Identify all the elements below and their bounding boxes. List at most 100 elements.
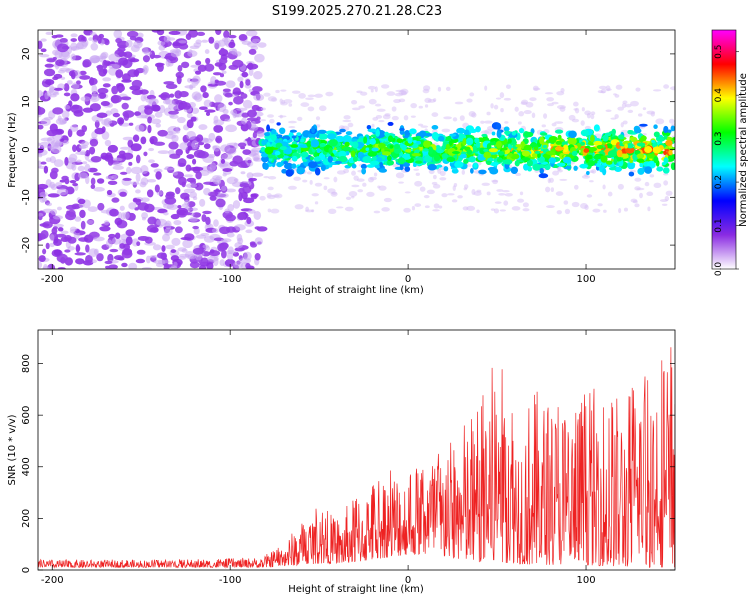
- spectrogram-cell: [279, 98, 283, 104]
- spectrogram-cell: [195, 171, 202, 180]
- spectrogram-cell: [495, 122, 502, 130]
- spectrogram-cell: [486, 191, 491, 196]
- spectrogram-cell: [662, 167, 670, 174]
- spectrogram-cell: [300, 151, 309, 158]
- spectrogram-cell: [632, 200, 638, 204]
- spectrogram-cell: [463, 158, 469, 164]
- spectrogram-cell: [270, 134, 277, 142]
- spectrogram-cell: [96, 178, 105, 184]
- spectrogram-cell: [167, 125, 179, 135]
- spectrogram-cell: [76, 159, 82, 163]
- spectrogram-cell: [490, 138, 500, 142]
- spectrogram-cell: [630, 100, 639, 107]
- spectrogram-cell: [163, 262, 170, 269]
- spectrogram-cell: [351, 170, 356, 176]
- spectrogram-cell: [151, 30, 161, 33]
- spectrogram-cell: [196, 151, 209, 159]
- spectrogram-cell: [56, 253, 68, 263]
- spectrogram-cell: [411, 205, 416, 211]
- spectrogram-cell: [386, 155, 392, 161]
- spectrogram-cell: [128, 262, 138, 269]
- spectrogram-cell: [56, 188, 69, 196]
- spectrogram-cell: [80, 220, 86, 230]
- spectrogram-cell: [439, 170, 446, 177]
- spectrogram-cell: [204, 49, 210, 55]
- spectrogram-cell: [90, 184, 96, 190]
- spectrogram-cell: [82, 60, 90, 68]
- spectrogram-cell: [93, 248, 99, 256]
- spectrogram-cell: [76, 40, 88, 50]
- spectrogram-cell: [278, 127, 286, 135]
- spectrogram-cell: [40, 230, 49, 239]
- spectrogram-cell: [61, 118, 68, 124]
- spectrogram-cell: [614, 114, 619, 119]
- spectrogram-cell: [407, 136, 413, 144]
- spectrogram-cell: [165, 244, 175, 250]
- spectrogram-cell: [378, 119, 385, 123]
- spectrogram-cell: [556, 210, 562, 215]
- spectrogram-cell: [186, 130, 197, 140]
- spectrogram-cell: [63, 83, 70, 92]
- spectrogram-cell: [621, 103, 627, 109]
- spectrogram-cell: [40, 137, 53, 142]
- spectrogram-cell: [172, 171, 179, 176]
- spectrogram-cell: [417, 123, 424, 127]
- colorbar-label: Normalized spectral amplitude: [738, 73, 749, 227]
- spectrogram-cell: [465, 137, 474, 146]
- spectrogram-cell: [306, 140, 312, 148]
- spectrogram-cell: [545, 186, 551, 193]
- spectrogram-cell: [403, 207, 411, 213]
- spectrogram-cell: [148, 159, 155, 164]
- spectrogram-cell: [496, 130, 502, 139]
- spectrogram-cell: [279, 146, 287, 151]
- spectrogram-cell: [598, 85, 607, 90]
- spectrogram-cell: [77, 165, 86, 172]
- x-tick-label: 100: [576, 575, 595, 586]
- spectrogram-cell: [469, 92, 475, 97]
- spectrogram-cell: [107, 157, 114, 166]
- spectrogram-cell: [433, 203, 440, 209]
- spectrogram-cell: [617, 134, 625, 140]
- spectrogram-cell: [178, 40, 187, 44]
- spectrogram-cell: [132, 134, 140, 143]
- spectrogram-cell: [393, 98, 401, 104]
- spectrogram-cell: [156, 252, 167, 259]
- spectrogram-cell: [318, 105, 327, 112]
- spectrogram-cell: [165, 97, 171, 105]
- spectrogram-cell: [85, 244, 90, 253]
- spectrogram-cell: [173, 261, 178, 268]
- spectrogram-cell: [269, 118, 275, 124]
- spectrogram-cell: [314, 201, 319, 205]
- spectrogram-cell: [189, 216, 198, 222]
- spectrogram-cell: [239, 80, 244, 89]
- colorbar-ticks: 0.0 0.1 0.2 0.3 0.4 0.5: [714, 45, 739, 276]
- spectrogram-cell: [125, 229, 135, 237]
- spectrogram-cell: [266, 193, 272, 198]
- spectrogram-cell: [217, 103, 227, 113]
- spectrogram-cell: [499, 92, 505, 99]
- spectrogram-cell: [314, 182, 323, 187]
- spectrogram-cell: [423, 85, 431, 91]
- spectrogram-cell: [63, 92, 71, 97]
- spectrogram-cell: [500, 147, 508, 151]
- spectrogram-cell: [81, 125, 88, 133]
- spectrogram-cell: [195, 60, 202, 66]
- spectrogram-cell: [79, 75, 91, 80]
- spectrogram-cell: [504, 193, 513, 197]
- spectrogram-cell: [52, 91, 60, 96]
- spectrogram-cell: [155, 123, 161, 128]
- spectrogram-cell: [181, 102, 191, 110]
- spectrogram-cell: [149, 255, 159, 259]
- spectrogram-cell: [168, 110, 180, 115]
- spectrogram-cell: [348, 191, 358, 197]
- spectrogram-cell: [508, 152, 513, 158]
- spectrogram-cell: [361, 167, 367, 175]
- spectrogram-cell: [605, 109, 612, 113]
- spectrogram-cell: [495, 141, 502, 149]
- spectrogram-cell: [328, 208, 337, 215]
- spectrogram-cell: [38, 106, 46, 115]
- spectrogram-cell: [140, 197, 150, 203]
- spectrogram-cell: [97, 87, 109, 94]
- spectrogram-cell: [187, 50, 198, 58]
- spectrogram-cell: [418, 105, 423, 109]
